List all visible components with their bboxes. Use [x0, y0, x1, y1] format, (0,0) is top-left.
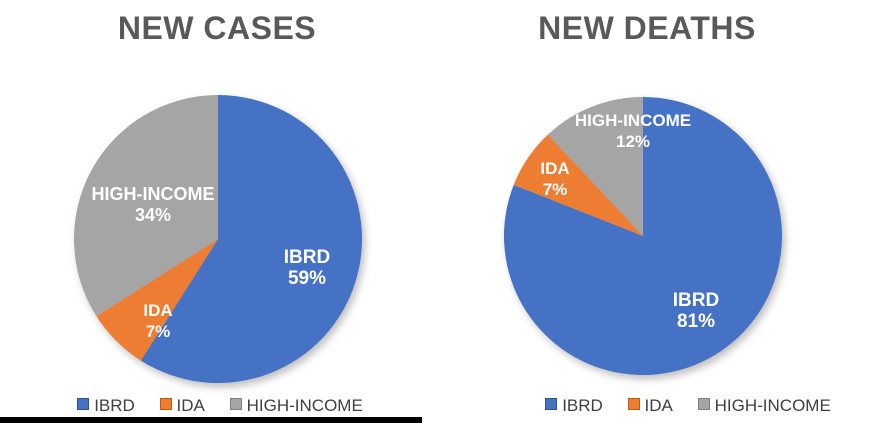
svg-text:7%: 7% — [543, 180, 568, 199]
svg-text:IDA: IDA — [540, 159, 569, 178]
svg-text:59%: 59% — [288, 268, 326, 289]
svg-text:IDA: IDA — [143, 301, 172, 320]
svg-text:7%: 7% — [146, 322, 171, 341]
svg-text:34%: 34% — [135, 205, 171, 225]
svg-text:HIGH-INCOME: HIGH-INCOME — [575, 111, 691, 130]
svg-text:IBRD: IBRD — [284, 247, 330, 268]
svg-text:12%: 12% — [616, 132, 650, 151]
svg-text:HIGH-INCOME: HIGH-INCOME — [92, 184, 215, 204]
svg-text:IBRD: IBRD — [673, 290, 719, 311]
svg-text:81%: 81% — [677, 311, 715, 332]
